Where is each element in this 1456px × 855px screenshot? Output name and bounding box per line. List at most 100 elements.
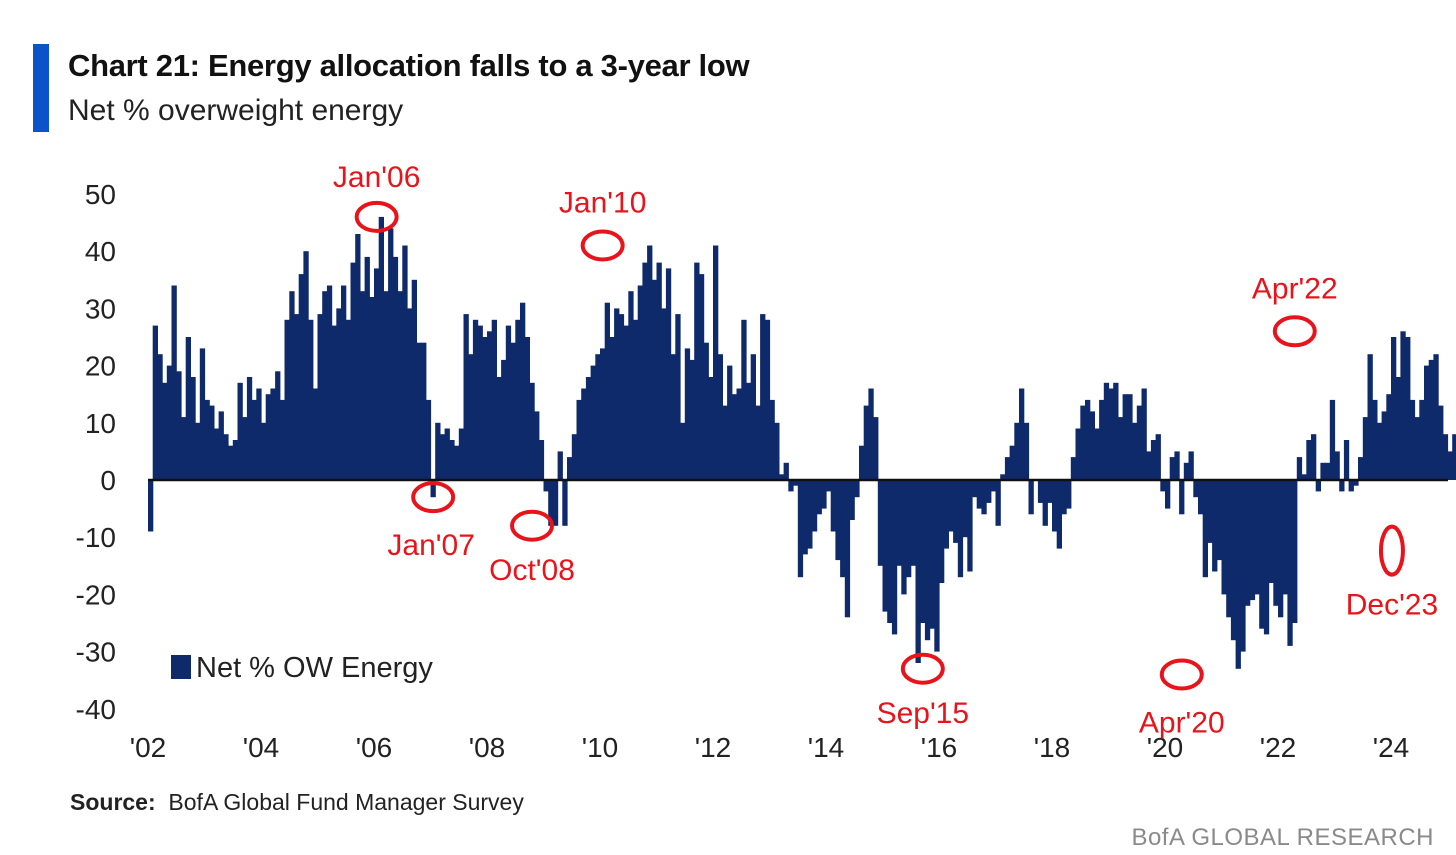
bar (1263, 480, 1270, 635)
annotation-label: Apr'20 (1139, 706, 1225, 739)
bar (1028, 480, 1034, 515)
bar (1343, 440, 1350, 480)
bar (1212, 480, 1218, 572)
bar (1042, 480, 1048, 526)
bar (1400, 331, 1406, 480)
bar (383, 291, 389, 480)
bar (614, 308, 620, 480)
bar (1245, 480, 1251, 606)
bar (312, 388, 319, 480)
bar (873, 417, 879, 480)
chart-subtitle: Net % overweight energy (68, 94, 404, 127)
bar (802, 480, 808, 555)
y-tick-label: 50 (85, 179, 116, 210)
bar (717, 354, 723, 480)
bar (1414, 417, 1420, 480)
bar (962, 480, 968, 538)
bar (567, 457, 573, 480)
bar (1165, 480, 1171, 509)
x-tick-label: '06 (356, 732, 393, 763)
bar (562, 480, 568, 526)
bar (1004, 457, 1011, 480)
bar (218, 411, 224, 480)
annotation-circle (580, 229, 625, 262)
bar (689, 359, 695, 480)
bar (1367, 354, 1373, 480)
bar (1428, 359, 1434, 480)
bar (680, 422, 686, 480)
bar (1117, 417, 1124, 480)
bar (1174, 451, 1180, 480)
bar (1296, 457, 1303, 480)
x-tick-label: '20 (1147, 732, 1184, 763)
bar (487, 331, 493, 480)
bar (298, 274, 304, 480)
bar (1150, 440, 1157, 480)
bar (1405, 337, 1411, 480)
bar (171, 285, 177, 480)
bar (392, 256, 399, 480)
bar (520, 302, 526, 480)
bar (731, 394, 738, 480)
chart-title: Chart 21: Energy allocation falls to a 3… (68, 48, 750, 83)
bar (859, 445, 865, 480)
x-tick-label: '08 (469, 732, 506, 763)
annotation-circle (411, 481, 456, 514)
bar (1221, 480, 1227, 595)
bar (209, 405, 215, 480)
bar (294, 314, 300, 480)
bar (1216, 480, 1223, 561)
bar (986, 480, 992, 503)
bar (326, 285, 333, 480)
bar (1419, 399, 1425, 480)
bar (482, 337, 488, 480)
bar (1103, 382, 1110, 480)
brand-footer: BofA GLOBAL RESEARCH (1131, 824, 1434, 851)
bar (1315, 480, 1321, 492)
x-tick-label: '24 (1373, 732, 1410, 763)
bar (1381, 411, 1387, 480)
bar (359, 291, 366, 480)
bar (1235, 480, 1241, 669)
bar (501, 359, 507, 480)
bar (981, 480, 987, 515)
bar (746, 382, 752, 480)
bar (623, 325, 629, 480)
annotation-circle (900, 652, 945, 685)
bar (722, 405, 728, 480)
bar (534, 411, 540, 480)
x-tick-label: '04 (243, 732, 280, 763)
bar (750, 354, 756, 480)
bar (835, 480, 841, 561)
bar (444, 428, 450, 480)
bar (1438, 405, 1444, 480)
bar (571, 434, 578, 480)
bar (764, 319, 771, 480)
bar (1254, 480, 1260, 595)
bar (934, 480, 940, 652)
bar (948, 480, 954, 532)
bar (929, 480, 935, 629)
bar (727, 365, 733, 480)
bar (1075, 428, 1081, 480)
legend-swatch (171, 655, 191, 679)
bar (637, 285, 643, 480)
bar (924, 480, 931, 641)
bar (275, 371, 281, 480)
x-tick-label: '02 (130, 732, 167, 763)
bar (1183, 462, 1190, 480)
bar (1282, 480, 1288, 595)
bar (943, 480, 949, 549)
bar (656, 262, 662, 480)
bar (1409, 399, 1416, 480)
x-tick-label: '14 (808, 732, 845, 763)
bar (407, 308, 413, 480)
bar (939, 480, 945, 583)
bar (684, 348, 691, 480)
bar (152, 325, 158, 480)
annotation-label: Oct'08 (489, 554, 575, 587)
bar (807, 480, 813, 549)
y-tick-label: 30 (85, 293, 116, 324)
bar (336, 308, 342, 480)
bar (515, 319, 521, 480)
